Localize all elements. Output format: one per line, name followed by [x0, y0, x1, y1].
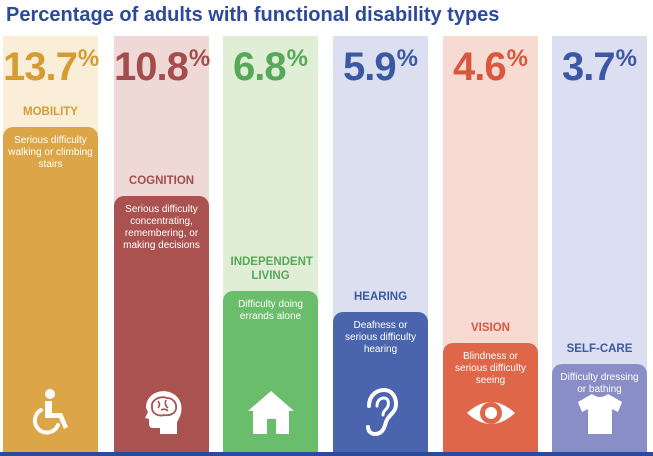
house-icon — [245, 386, 297, 438]
bar: Serious difficulty walking or climbing s… — [3, 127, 98, 452]
value-label: 4.6% — [453, 45, 528, 89]
category-label: HEARING — [353, 291, 408, 303]
column-cognition: 10.8% COGNITION Serious difficulty conce… — [114, 36, 211, 452]
bar: Difficulty dressing or bathing — [552, 364, 647, 452]
footer-stripe — [0, 452, 653, 456]
column-mobility: 13.7% MOBILITY Serious difficulty walkin… — [3, 36, 100, 452]
bar-description: Difficulty dressing or bathing — [560, 372, 639, 395]
category-label: VISION — [471, 322, 510, 334]
bar-description: Blindness or serious difficulty seeing — [455, 351, 526, 386]
brain-head-icon — [136, 386, 188, 438]
chart-title: Percentage of adults with functional dis… — [6, 4, 500, 26]
value-label: 10.8% — [114, 45, 211, 89]
bar-description: Serious difficulty concentrating, rememb… — [123, 204, 200, 251]
bar: Serious difficulty concentrating, rememb… — [114, 196, 209, 452]
bar-description: Serious difficulty walking or climbing s… — [8, 135, 93, 170]
column-hearing: 5.9% HEARING Deafness or serious difficu… — [333, 36, 428, 452]
column-vision: 4.6% VISION Blindness or serious difficu… — [443, 36, 538, 452]
value-label: 6.8% — [233, 45, 308, 89]
column-independent-living: 6.8% INDEPENDENT LIVING Difficulty doing… — [223, 36, 318, 452]
category-label: COGNITION — [128, 175, 195, 187]
bar-description: Deafness or serious difficulty hearing — [345, 320, 416, 355]
value-label: 5.9% — [343, 45, 418, 89]
shirt-icon — [574, 386, 626, 438]
bar: Blindness or serious difficulty seeing — [443, 343, 538, 452]
wheelchair-icon — [25, 386, 77, 438]
ear-icon — [355, 386, 407, 438]
value-label: 3.7% — [562, 45, 637, 89]
category-label: MOBILITY — [23, 106, 78, 118]
bar: Difficulty doing errands alone — [223, 291, 318, 452]
value-label: 13.7% — [3, 45, 100, 89]
column-self-care: 3.7% SELF-CARE Difficulty dressing or ba… — [552, 36, 647, 452]
category-label: INDEPENDENT LIVING — [230, 256, 313, 282]
bar: Deafness or serious difficulty hearing — [333, 312, 428, 452]
eye-icon — [465, 386, 517, 438]
bar-description: Difficulty doing errands alone — [238, 299, 303, 322]
category-label: SELF-CARE — [566, 343, 633, 355]
